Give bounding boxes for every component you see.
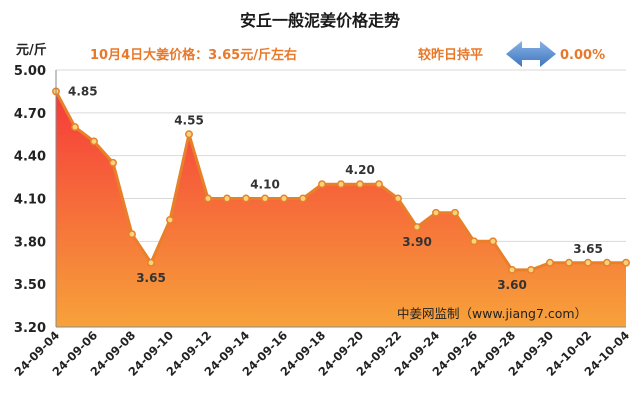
y-tick-label: 4.40 <box>14 150 46 165</box>
compare-label: 较昨日持平 <box>418 47 483 63</box>
y-tick-label: 3.20 <box>14 321 46 336</box>
data-point <box>603 258 611 267</box>
data-point <box>109 158 117 167</box>
data-point <box>71 123 79 132</box>
chart-subtitle: 10月4日大姜价格：3.65元/斤左右 <box>90 47 297 63</box>
data-point <box>337 180 345 189</box>
data-label: 3.65 <box>573 242 603 256</box>
data-point <box>299 194 307 203</box>
y-tick-label: 5.00 <box>14 64 46 79</box>
data-point <box>223 194 231 203</box>
data-label: 3.65 <box>136 271 166 285</box>
data-point <box>128 230 136 239</box>
data-point <box>261 194 269 203</box>
y-axis-label: 元/斤 <box>16 42 47 58</box>
data-point <box>451 208 459 217</box>
data-point <box>508 265 516 274</box>
data-point <box>413 223 421 232</box>
data-point <box>356 180 364 189</box>
data-label: 3.90 <box>402 235 432 249</box>
data-labels: 4.85 3.65 4.55 4.10 4.20 3.90 3.60 3.65 <box>68 84 603 291</box>
data-point <box>432 208 440 217</box>
data-point <box>147 258 155 267</box>
data-point <box>527 265 535 274</box>
data-point <box>565 258 573 267</box>
data-label: 3.60 <box>497 278 527 292</box>
compare-value: 0.00% <box>560 48 605 63</box>
y-tick-label: 3.50 <box>14 278 46 293</box>
data-point <box>242 194 250 203</box>
flat-arrow-icon <box>506 41 556 67</box>
data-point <box>394 194 402 203</box>
data-point <box>546 258 554 267</box>
data-point <box>489 237 497 246</box>
data-point <box>90 137 98 146</box>
y-tick-label: 4.10 <box>14 193 46 208</box>
data-point <box>280 194 288 203</box>
chart-title: 安丘一般泥姜价格走势 <box>240 11 400 30</box>
data-point <box>470 237 478 246</box>
y-axis-ticks: 5.00 4.70 4.40 4.10 3.80 3.50 3.20 <box>14 64 46 336</box>
y-tick-label: 3.80 <box>14 235 46 250</box>
data-point <box>166 215 174 224</box>
data-point <box>375 180 383 189</box>
data-point <box>318 180 326 189</box>
x-axis-ticks: 24-09-0424-09-0624-09-0824-09-1024-09-12… <box>12 328 633 379</box>
data-label: 4.20 <box>345 163 375 177</box>
data-points <box>52 87 630 274</box>
watermark: 中姜网监制（www.jiang7.com） <box>397 306 587 321</box>
y-tick-label: 4.70 <box>14 107 46 122</box>
data-label: 4.55 <box>174 113 204 127</box>
data-point <box>204 194 212 203</box>
data-point <box>622 258 630 267</box>
data-point <box>584 258 592 267</box>
data-label: 4.10 <box>250 178 280 192</box>
data-point <box>185 130 193 139</box>
price-area <box>56 91 626 328</box>
data-label: 4.85 <box>68 84 98 98</box>
